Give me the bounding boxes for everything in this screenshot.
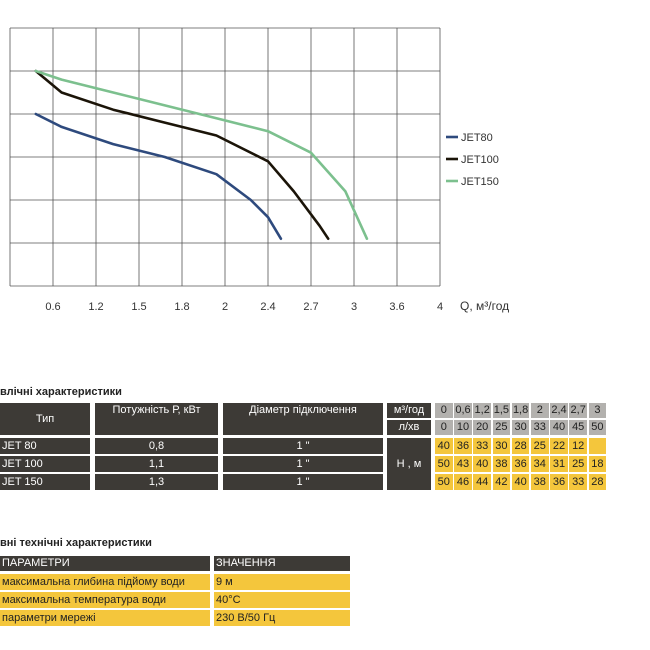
technical-title: вні технічні характеристики: [0, 537, 152, 549]
col-power-header: Потужність Р, кВт: [95, 403, 218, 435]
head-value-cell: 50: [435, 456, 453, 472]
head-value-cell: 42: [492, 474, 511, 490]
x-tick-label: 3.6: [389, 301, 404, 313]
diam-cell: 1 ": [223, 456, 383, 472]
head-value-cell: 18: [588, 456, 607, 472]
q-l-cell: 45: [569, 420, 587, 435]
head-value-cell: 36: [550, 474, 568, 490]
param-cell: максимальна глибина підйому води: [0, 574, 210, 590]
h-label: Н , м: [387, 438, 431, 490]
legend-label: JET80: [461, 132, 493, 144]
head-value-cell: 46: [454, 474, 472, 490]
model-name-cell: JET 150: [0, 474, 90, 490]
head-value-cell: 50: [435, 474, 453, 490]
param-header: ПАРАМЕТРИ: [0, 556, 210, 571]
series-line-jet100: [34, 69, 330, 240]
hydraulic-title: влічні характеристики: [0, 386, 122, 398]
x-axis-label: Q, м³/год: [460, 299, 509, 313]
x-tick-label: 2.4: [260, 301, 275, 313]
q-m3-cell: 2,7: [569, 403, 587, 418]
head-value-cell: 40: [435, 438, 453, 454]
performance-chart: 0.6 1.2 1.5 1.8 2 2.4 2.7 3 3.6 4 Q, м³/год JET80 JE…: [9, 27, 509, 313]
head-value-cell: 38: [531, 474, 549, 490]
q-m3-cell: 1,5: [492, 403, 511, 418]
unit-m3-label: м³/год: [387, 403, 431, 418]
value-cell: 9 м: [214, 574, 350, 590]
head-value-cell: 12: [569, 438, 587, 454]
q-l-cell: 0: [435, 420, 453, 435]
head-value-cell: [588, 438, 607, 454]
head-value-cell: 43: [454, 456, 472, 472]
param-cell: параметри мережі: [0, 610, 210, 626]
head-value-cell: 28: [588, 474, 607, 490]
q-m3-cell: 1,8: [511, 403, 530, 418]
x-tick-label: 2: [222, 301, 228, 313]
power-cell: 1,1: [95, 456, 218, 472]
x-tick-label: 3: [351, 301, 357, 313]
value-cell: 230 В/50 Гц: [214, 610, 350, 626]
value-cell: 40°С: [214, 592, 350, 608]
model-name-cell: JET 80: [0, 438, 90, 454]
legend-label: JET100: [461, 154, 499, 166]
q-l-cell: 10: [454, 420, 472, 435]
col-type-header: Тип: [0, 403, 90, 435]
head-value-cell: 40: [473, 456, 491, 472]
head-value-cell: 38: [492, 456, 511, 472]
q-l-cell: 20: [473, 420, 491, 435]
x-tick-label: 0.6: [45, 301, 60, 313]
series-line-jet150: [34, 69, 369, 240]
unit-l-label: л/хв: [387, 420, 431, 435]
x-tick-label: 2.7: [303, 301, 318, 313]
head-value-cell: 40: [511, 474, 530, 490]
head-value-cell: 36: [511, 456, 530, 472]
diam-cell: 1 ": [223, 474, 383, 490]
head-value-cell: 36: [454, 438, 472, 454]
head-value-cell: 34: [531, 456, 549, 472]
q-m3-cell: 2,4: [550, 403, 568, 418]
head-value-cell: 25: [569, 456, 587, 472]
q-l-cell: 33: [531, 420, 549, 435]
head-value-cell: 33: [569, 474, 587, 490]
diam-cell: 1 ": [223, 438, 383, 454]
head-value-cell: 28: [511, 438, 530, 454]
power-cell: 1,3: [95, 474, 218, 490]
q-l-cell: 30: [511, 420, 530, 435]
x-tick-label: 1.5: [131, 301, 146, 313]
q-l-cell: 40: [550, 420, 568, 435]
q-m3-cell: 0,6: [454, 403, 472, 418]
head-value-cell: 25: [531, 438, 549, 454]
q-m3-cell: 0: [435, 403, 453, 418]
series-line-jet80: [34, 112, 283, 240]
x-tick-label: 4: [437, 301, 443, 313]
head-value-cell: 33: [473, 438, 491, 454]
col-diam-header: Діаметр підключення: [223, 403, 383, 435]
param-cell: максимальна температура води: [0, 592, 210, 608]
head-value-cell: 22: [550, 438, 568, 454]
head-value-cell: 30: [492, 438, 511, 454]
x-tick-label: 1.2: [88, 301, 103, 313]
q-l-cell: 50: [588, 420, 607, 435]
model-name-cell: JET 100: [0, 456, 90, 472]
value-header: ЗНАЧЕННЯ: [214, 556, 350, 571]
q-m3-cell: 2: [531, 403, 549, 418]
q-l-cell: 25: [492, 420, 511, 435]
x-tick-label: 1.8: [174, 301, 189, 313]
head-value-cell: 31: [550, 456, 568, 472]
q-m3-cell: 1,2: [473, 403, 491, 418]
power-cell: 0,8: [95, 438, 218, 454]
head-value-cell: 44: [473, 474, 491, 490]
q-m3-cell: 3: [588, 403, 607, 418]
legend-label: JET150: [461, 176, 499, 188]
